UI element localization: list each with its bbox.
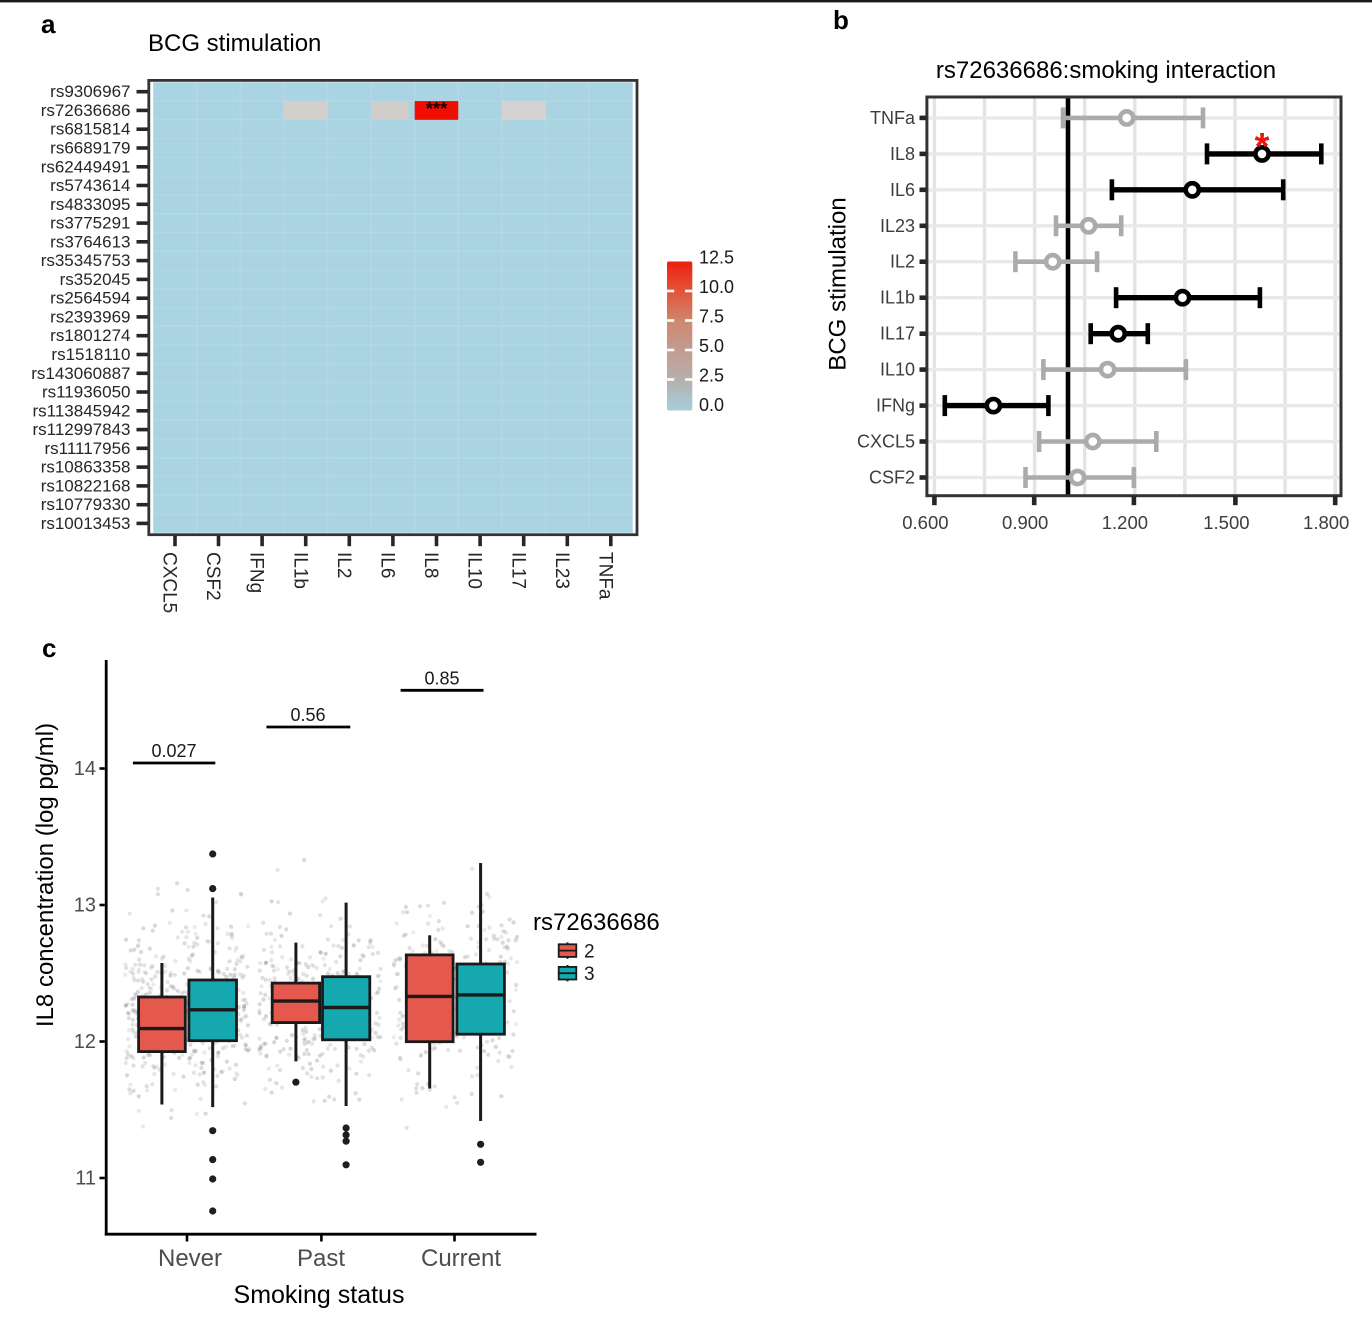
svg-text:10.0: 10.0 [699,277,734,297]
svg-text:rs1518110: rs1518110 [51,345,130,364]
svg-text:rs10013453: rs10013453 [41,514,131,533]
svg-text:IL6: IL6 [890,180,915,200]
svg-text:TNFa: TNFa [594,552,615,600]
svg-text:BCG stimulation: BCG stimulation [825,197,852,370]
svg-text:0.85: 0.85 [424,668,459,688]
svg-text:rs352045: rs352045 [60,270,131,289]
svg-text:IL1b: IL1b [289,552,310,589]
svg-text:1.500: 1.500 [1203,512,1249,533]
svg-text:Current: Current [421,1245,501,1272]
svg-text:14: 14 [74,758,96,780]
svg-text:3: 3 [584,964,595,985]
svg-text:1.200: 1.200 [1102,512,1148,533]
svg-text:IL8: IL8 [420,552,441,578]
svg-text:1.800: 1.800 [1303,512,1349,533]
svg-text:rs2393969: rs2393969 [50,307,130,326]
svg-text:IL8 concentration (log pg/ml): IL8 concentration (log pg/ml) [32,723,59,1027]
svg-text:rs10822168: rs10822168 [41,476,131,495]
svg-text:rs9306967: rs9306967 [50,82,130,101]
svg-text:rs112997843: rs112997843 [33,420,131,439]
svg-text:rs1801274: rs1801274 [50,326,130,345]
svg-text:rs11117956: rs11117956 [44,439,130,458]
svg-text:rs62449491: rs62449491 [41,157,131,176]
svg-text:Past: Past [297,1245,345,1272]
svg-text:Never: Never [158,1245,222,1272]
svg-text:IFNg: IFNg [246,552,267,593]
svg-text:rs4833095: rs4833095 [50,195,130,214]
svg-text:12: 12 [74,1031,96,1053]
svg-text:rs72636686: rs72636686 [41,101,131,120]
svg-text:IL2: IL2 [333,552,354,578]
svg-text:IL23: IL23 [551,552,572,589]
svg-text:0.600: 0.600 [902,512,948,533]
svg-text:rs10779330: rs10779330 [41,495,131,514]
svg-text:11: 11 [75,1168,96,1190]
svg-text:0.56: 0.56 [290,705,325,725]
svg-text:a: a [41,9,56,39]
svg-text:IL8: IL8 [890,144,915,164]
svg-text:CXCL5: CXCL5 [159,552,180,613]
svg-text:IFNg: IFNg [876,396,915,416]
svg-text:IL1b: IL1b [880,288,915,308]
svg-text:0.027: 0.027 [151,741,196,761]
svg-text:rs3775291: rs3775291 [50,214,130,233]
svg-text:***: *** [426,98,448,119]
svg-text:b: b [833,5,849,35]
svg-text:13: 13 [74,895,96,917]
svg-text:7.5: 7.5 [699,307,724,327]
svg-text:IL2: IL2 [890,252,915,272]
svg-text:12.5: 12.5 [699,248,734,268]
svg-text:IL17: IL17 [880,324,915,344]
svg-text:*: * [1255,126,1270,168]
svg-text:rs6689179: rs6689179 [50,139,130,158]
svg-text:CSF2: CSF2 [869,468,915,488]
svg-text:rs72636686:smoking interaction: rs72636686:smoking interaction [936,57,1276,84]
svg-text:rs72636686: rs72636686 [533,909,660,936]
svg-text:rs5743614: rs5743614 [50,176,130,195]
svg-text:Smoking status: Smoking status [234,1281,405,1309]
svg-text:IL6: IL6 [377,552,398,578]
svg-text:IL10: IL10 [464,552,485,589]
svg-text:rs10863358: rs10863358 [41,458,131,477]
svg-text:5.0: 5.0 [699,336,724,356]
svg-text:rs143060887: rs143060887 [31,364,130,383]
svg-text:2.5: 2.5 [699,366,724,386]
svg-text:rs113845942: rs113845942 [33,401,131,420]
svg-text:0.0: 0.0 [699,395,724,415]
svg-text:c: c [42,633,56,663]
svg-text:rs35345753: rs35345753 [41,251,131,270]
svg-text:CXCL5: CXCL5 [857,432,915,452]
svg-text:CSF2: CSF2 [202,552,223,601]
svg-text:TNFa: TNFa [870,108,916,128]
svg-text:IL23: IL23 [880,216,915,236]
svg-text:0.900: 0.900 [1002,512,1048,533]
svg-text:IL17: IL17 [507,552,528,589]
svg-text:IL10: IL10 [880,360,915,380]
svg-text:rs3764613: rs3764613 [50,232,130,251]
svg-text:rs11936050: rs11936050 [42,383,131,402]
svg-text:rs2564594: rs2564594 [50,289,130,308]
svg-text:2: 2 [584,942,595,963]
svg-text:BCG stimulation: BCG stimulation [148,30,321,57]
svg-text:rs6815814: rs6815814 [50,120,130,139]
